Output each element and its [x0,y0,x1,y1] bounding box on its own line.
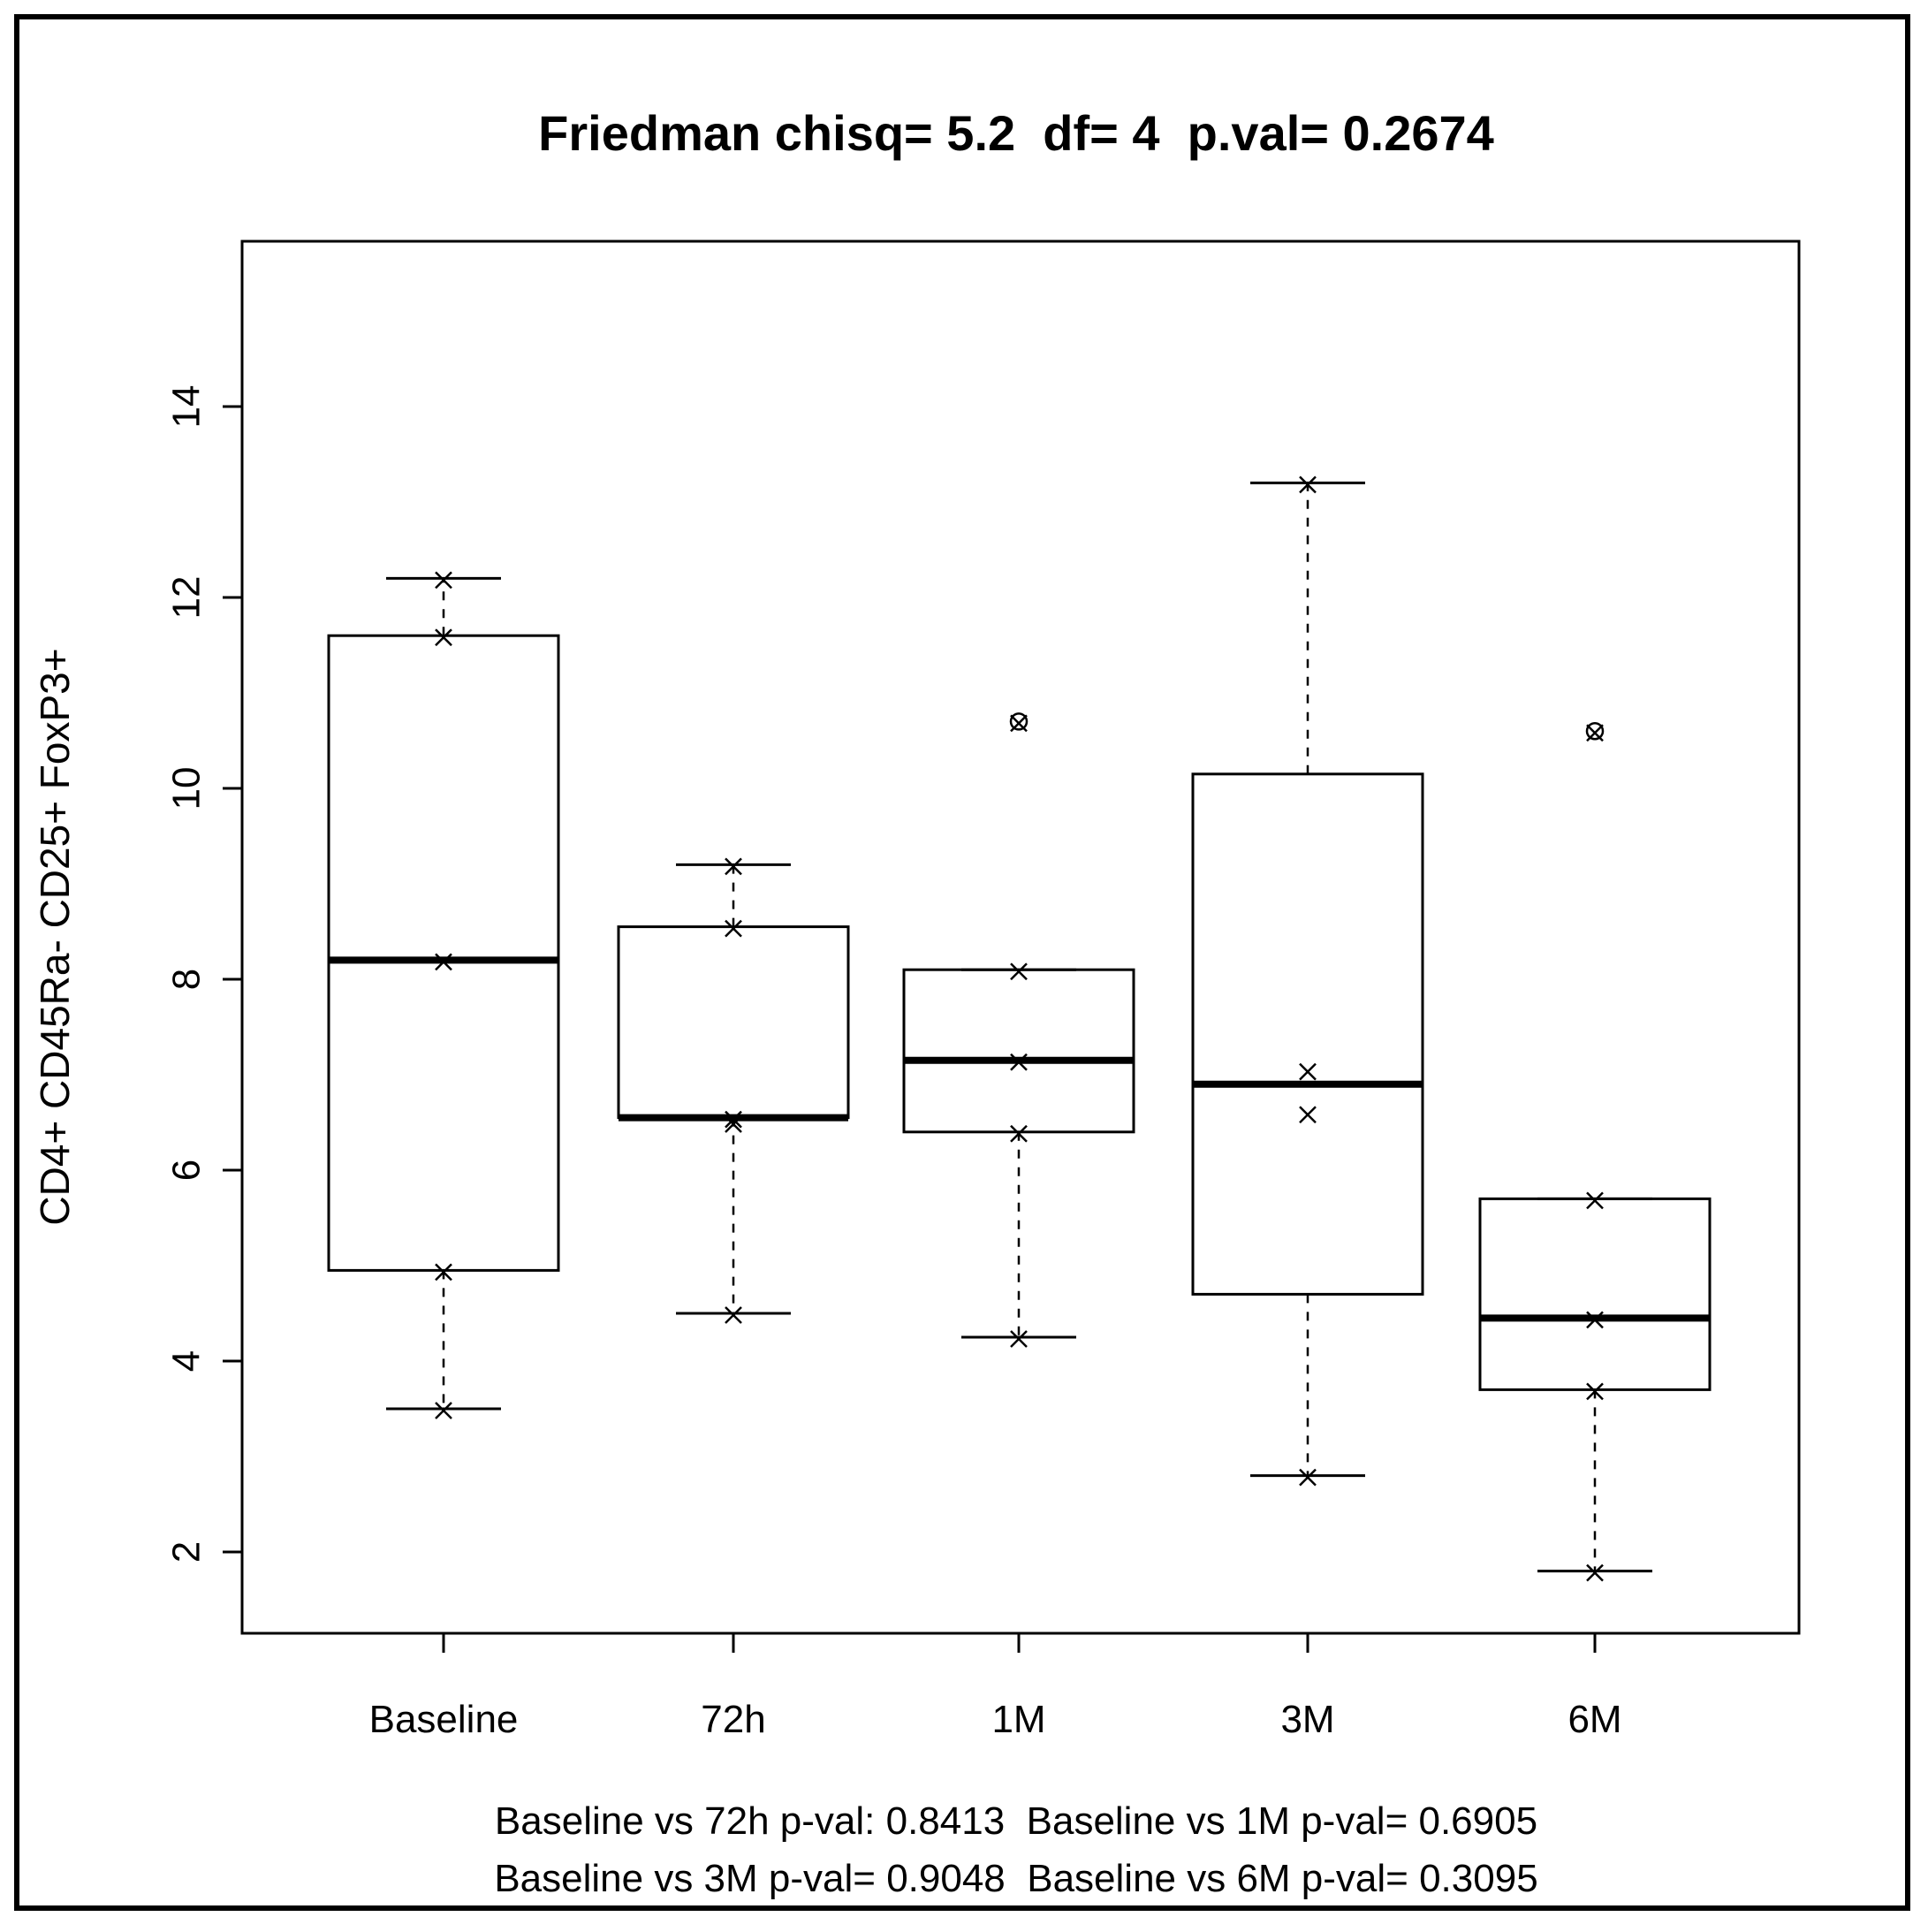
x-tick-label: Baseline [369,1698,519,1741]
data-point-x [1299,1106,1317,1124]
points-group-72h [725,857,742,1324]
data-point-x [725,1110,742,1129]
x-tick-label: 6M [1567,1698,1621,1741]
y-tick-label: 10 [164,767,208,810]
y-tick-label: 2 [164,1541,208,1563]
data-point-stroke [1586,1311,1604,1329]
data-point-x [1586,1563,1604,1582]
x-tick-label: 72h [701,1698,765,1741]
y-tick-label: 8 [164,969,208,990]
data-point-x [435,1263,452,1282]
data-point-x [725,1306,742,1324]
data-point-x [435,1402,452,1419]
chart-title: Friedman chisq= 5.2 df= 4 p.val= 0.2674 [538,105,1494,161]
data-point-x [1010,1124,1028,1143]
data-point-x [1586,724,1604,742]
points-group-baseline [435,571,452,1419]
data-point-stroke [1299,475,1317,494]
data-point-stroke [1299,1106,1317,1124]
data-point-x [1586,1191,1604,1210]
box-group-6m [1478,721,1712,1573]
plot-frame [240,240,1801,1635]
points-group-6m [1586,724,1604,1582]
y-tick-label: 14 [164,385,208,429]
data-point-stroke [435,1402,452,1419]
y-tick-label: 4 [164,1350,208,1372]
data-point-stroke [435,1263,452,1282]
data-point-x [435,953,452,971]
comparison-note-2: Baseline vs 3M p-val= 0.9048 Baseline vs… [494,1857,1537,1900]
outlier-point [1009,712,1029,731]
outlier-point [1585,721,1605,741]
data-point-x [1010,962,1028,981]
data-point-stroke [1010,1053,1028,1071]
x-axis: Baseline 72h 1M 3M 6M [369,1632,1622,1741]
data-point-x [1299,475,1317,494]
data-point-stroke [1586,1191,1604,1210]
data-point-stroke [435,571,452,589]
data-point-stroke [1586,1563,1604,1582]
box-group-1m [902,712,1135,1339]
data-point-x [1010,714,1028,733]
x-tick-label: 3M [1280,1698,1334,1741]
y-axis: 2 4 6 8 10 12 14 [164,385,244,1563]
iqr-box [327,634,560,1272]
points-group-3m [1299,475,1317,1487]
data-point-stroke [725,1306,742,1324]
data-point-x [1299,1062,1317,1081]
box-group-3m [1191,481,1424,1478]
data-point-stroke [1010,1330,1028,1348]
data-point-x [1010,1053,1028,1071]
box-group-baseline [327,576,560,1411]
data-point-stroke [1299,1468,1317,1487]
iqr-box [902,968,1135,1134]
data-point-x [1586,1382,1604,1401]
x-tick-label: 1M [991,1698,1045,1741]
comparison-note-1: Baseline vs 72h p-val: 0.8413 Baseline v… [495,1799,1537,1843]
data-point-stroke [725,1115,742,1133]
data-point-stroke [435,628,452,647]
data-point-stroke [1010,962,1028,981]
data-point-stroke [1586,1382,1604,1401]
data-point-x [725,857,742,876]
data-point-stroke [1586,724,1604,742]
data-point-stroke [1299,1062,1317,1081]
data-point-x [725,1115,742,1133]
y-axis-label: CD4+ CD45Ra- CD25+ FoxP3+ [32,648,78,1225]
iqr-box [1191,772,1424,1296]
y-tick-label: 6 [164,1160,208,1181]
data-point-x [1586,1311,1604,1329]
y-tick-label: 12 [164,576,208,620]
data-point-x [435,571,452,589]
data-point-x [725,919,742,938]
data-point-stroke [1010,1124,1028,1143]
data-point-stroke [725,919,742,938]
box-group-72h [617,863,850,1315]
data-point-stroke [435,953,452,971]
data-point-stroke [1010,714,1028,733]
data-point-x [435,628,452,647]
boxes-layer [327,475,1712,1582]
data-point-x [1010,1330,1028,1348]
data-point-stroke [725,857,742,876]
points-group-1m [1010,714,1028,1348]
data-point-stroke [725,1110,742,1129]
data-point-x [1299,1468,1317,1487]
iqr-box [617,925,850,1120]
iqr-box [1478,1197,1712,1391]
